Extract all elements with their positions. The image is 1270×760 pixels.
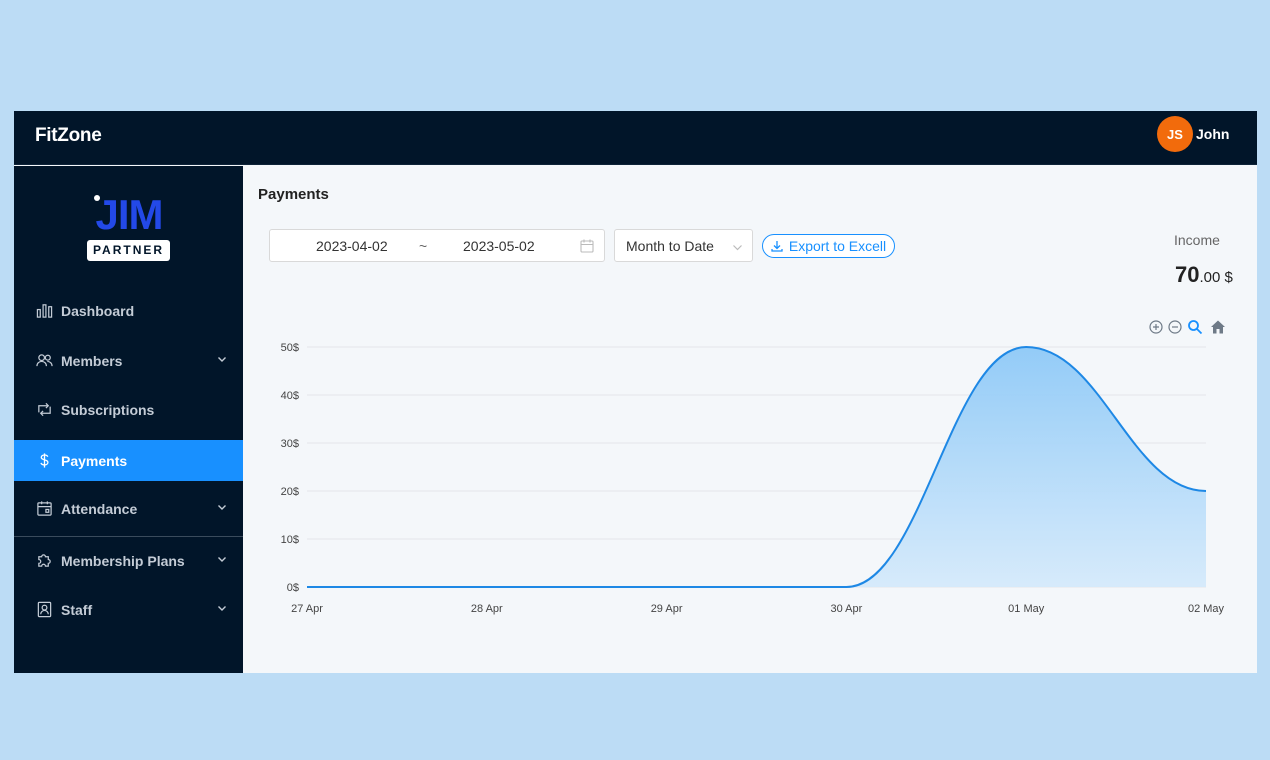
chevron-down-icon — [218, 557, 226, 562]
series-area — [307, 347, 1206, 587]
jim-partner-logo[interactable]: JIM PARTNER — [86, 191, 172, 261]
income-fraction: .00 $ — [1199, 269, 1233, 286]
zoom-in-icon[interactable] — [1148, 319, 1164, 335]
sidebar-item-subscriptions[interactable]: Subscriptions — [14, 389, 243, 430]
date-separator: ~ — [419, 238, 428, 254]
payments-area-chart: 0$ 10$ 20$ 30$ 40$ 50$ 27 Apr 28 Apr 29 Apr 30 A… — [281, 342, 1225, 615]
sidebar-item-payments[interactable]: Payments — [14, 440, 243, 481]
calendar-icon — [35, 500, 53, 518]
x-tick-label: 28 Apr — [471, 603, 503, 615]
income-integer: 70 — [1175, 262, 1200, 287]
y-tick-label: 50$ — [281, 342, 299, 354]
chart-toolbar — [1148, 319, 1228, 337]
selection-zoom-icon[interactable] — [1187, 319, 1203, 335]
sidebar: JIM PARTNER Dashboard Members Subscripti… — [14, 166, 243, 673]
sidebar-item-members[interactable]: Members — [14, 340, 243, 381]
page-title: Payments — [258, 186, 329, 203]
sidebar-divider — [14, 536, 243, 537]
y-tick-label: 0$ — [287, 582, 299, 594]
calendar-icon — [580, 239, 594, 253]
logo-text-jim: JIM — [95, 191, 163, 238]
reset-home-icon[interactable] — [1210, 319, 1226, 335]
date-preset-value: Month to Date — [626, 238, 714, 254]
x-tick-label: 01 May — [1008, 603, 1045, 615]
sidebar-item-attendance[interactable]: Attendance — [14, 488, 243, 529]
bar-chart-icon — [35, 302, 53, 320]
sidebar-item-label: Staff — [61, 601, 93, 618]
avatar[interactable]: JS — [1157, 116, 1193, 152]
dollar-icon — [35, 452, 53, 470]
download-icon — [771, 241, 783, 252]
logo-text-partner: PARTNER — [87, 240, 170, 261]
users-icon — [35, 352, 53, 370]
zoom-out-icon[interactable] — [1167, 319, 1183, 335]
refresh-icon — [35, 401, 53, 419]
x-tick-label: 02 May — [1188, 603, 1225, 615]
sidebar-item-label: Dashboard — [61, 302, 135, 319]
y-tick-label: 20$ — [281, 486, 299, 498]
y-tick-label: 40$ — [281, 390, 299, 402]
chevron-down-icon — [218, 606, 226, 611]
date-start-input[interactable]: 2023-04-02 — [316, 238, 388, 254]
logo-dot — [94, 195, 100, 201]
x-tick-label: 30 Apr — [830, 603, 862, 615]
user-name[interactable]: John — [1196, 126, 1230, 142]
app-title: FitZone — [35, 125, 102, 146]
sidebar-item-label: Members — [61, 352, 123, 369]
app-window: FitZone JS John JIM PARTNER Dashboard Me… — [14, 111, 1257, 673]
income-value: 70.00 $ — [1175, 262, 1233, 288]
date-preset-select[interactable]: Month to Date — [614, 229, 753, 262]
sidebar-item-label: Payments — [61, 452, 128, 469]
sidebar-item-label: Attendance — [61, 500, 138, 517]
top-bar: FitZone JS John — [14, 111, 1257, 165]
date-range-picker[interactable]: 2023-04-02 ~ 2023-05-02 — [269, 229, 605, 262]
export-excel-button[interactable]: Export to Excell — [762, 234, 895, 258]
sidebar-item-staff[interactable]: Staff — [14, 589, 243, 630]
sidebar-item-membership-plans[interactable]: Membership Plans — [14, 540, 243, 581]
sidebar-item-dashboard[interactable]: Dashboard — [14, 290, 243, 331]
sidebar-item-label: Membership Plans — [61, 552, 185, 569]
chevron-down-icon — [218, 505, 226, 510]
id-card-icon — [35, 601, 53, 619]
chevron-down-icon — [733, 245, 742, 251]
main-content: Payments 2023-04-02 ~ 2023-05-02 Month t… — [243, 166, 1257, 673]
x-tick-label: 29 Apr — [651, 603, 683, 615]
income-label: Income — [1174, 232, 1220, 248]
export-button-label: Export to Excell — [788, 238, 887, 254]
y-tick-label: 10$ — [281, 534, 299, 546]
x-tick-label: 27 Apr — [291, 603, 323, 615]
sidebar-item-label: Subscriptions — [61, 401, 155, 418]
date-end-input[interactable]: 2023-05-02 — [463, 238, 535, 254]
y-tick-label: 30$ — [281, 438, 299, 450]
puzzle-icon — [35, 552, 53, 570]
chevron-down-icon — [218, 357, 226, 362]
series-line — [306, 345, 1207, 589]
